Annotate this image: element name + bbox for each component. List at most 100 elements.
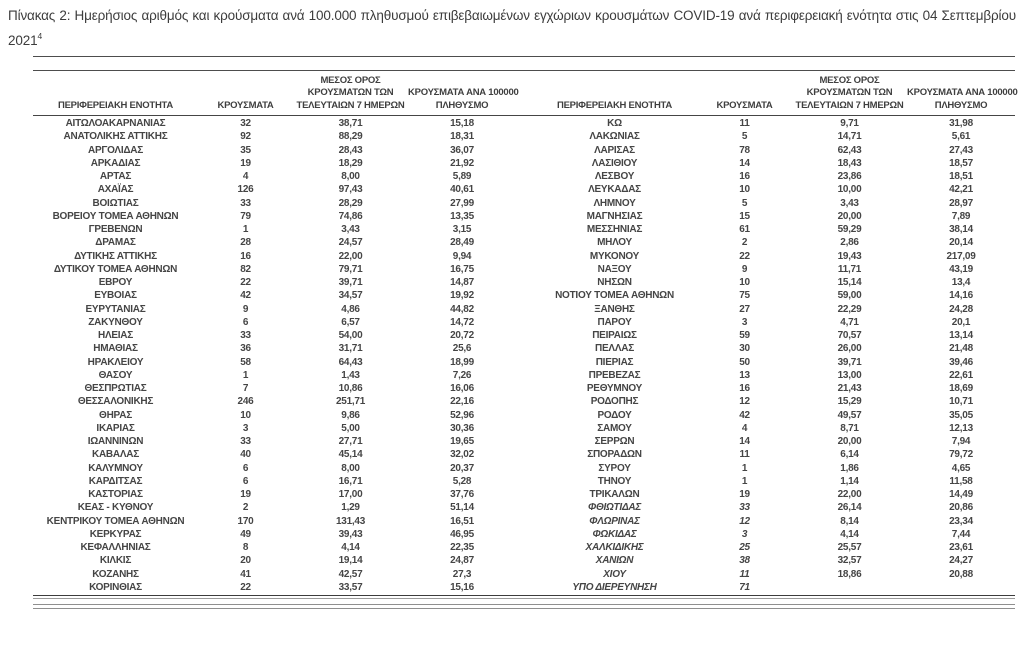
region-name-cell: ΣΑΜΟΥ — [597, 422, 632, 434]
region-name-cell: ΛΑΣΙΘΙΟΥ — [591, 157, 638, 169]
per100k-cell: 7,94 — [951, 436, 971, 447]
cases-cell: 20 — [240, 555, 251, 567]
table-row: ΑΝΑΤΟΛΙΚΗΣ ΑΤΤΙΚΗΣ 92 88,29 18,31 ΛΑΚΩΝΙΑΣ 5 1… — [33, 130, 1015, 143]
region-name-cell: ΛΕΣΒΟΥ — [594, 171, 635, 182]
table-row: ΚΕΝΤΡΙΚΟΥ ΤΟΜΕΑ ΑΘΗΝΩΝ 170 131,43 16,51 ΦΛΩΡ… — [33, 515, 1015, 528]
column-gap — [516, 289, 532, 302]
region-name-cell: ΑΧΑΪΑΣ — [97, 184, 134, 196]
table-row: ΚΕΦΑΛΛΗΝΙΑΣ 8 4,14 22,35 ΧΑΛΚΙΔΙΚΗΣ 25 25,57 23… — [33, 541, 1015, 554]
region-name-cell: ΜΑΓΝΗΣΙΑΣ — [586, 210, 643, 222]
column-gap — [516, 303, 532, 316]
table-row: ΚΑΛΥΜΝΟΥ 6 8,00 20,37 ΣΥΡΟΥ 1 1,86 4,65 — [33, 462, 1015, 475]
per100k-cell: 27,3 — [452, 568, 472, 580]
header-line: ΤΕΛΕΥΤΑΙΩΝ 7 ΗΜΕΡΩΝ — [296, 100, 405, 112]
cases-cell: 33 — [240, 330, 251, 341]
cases-cell: 11 — [739, 449, 750, 461]
per100k-cell: 27,99 — [450, 197, 474, 209]
region-name-cell: ΝΗΣΩΝ — [597, 277, 632, 288]
per100k-cell: 32,02 — [450, 449, 474, 461]
table-row: ΕΒΡΟΥ 22 39,71 14,87 ΝΗΣΩΝ 10 15,14 13,4 — [33, 276, 1015, 289]
cases-cell: 126 — [237, 184, 254, 196]
table-row: ΘΗΡΑΣ 10 9,86 52,96 ΡΟΔΟΥ 42 49,57 35,05 — [33, 409, 1015, 422]
per100k-cell: 24,87 — [450, 555, 474, 567]
region-name-cell: ΡΟΔΟΠΗΣ — [590, 396, 639, 408]
cases-cell: 19 — [240, 157, 251, 169]
header-line: ΚΡΟΥΣΜΑΤΩΝ ΤΩΝ — [806, 87, 893, 99]
avg7-cell: 28,29 — [338, 197, 363, 209]
column-gap — [516, 276, 532, 289]
avg7-cell: 14,71 — [837, 131, 862, 143]
avg7-cell: 25,57 — [837, 542, 862, 553]
avg7-cell: 10,00 — [837, 184, 862, 196]
avg7-cell: 3,43 — [341, 224, 360, 235]
region-name-cell: ΙΩΑΝΝΙΝΩΝ — [87, 436, 144, 447]
column-header-per100k-right: ΚΡΟΥΣΜΑΤΑ ΑΝΑ 100000 ΠΛΗΘΥΣΜΟ — [907, 87, 1018, 113]
covid-region-table: ΠΕΡΙΦΕΡΕΙΑΚΗ ΕΝΟΤΗΤΑ ΚΡΟΥΣΜΑΤΑ ΜΕΣΟΣ ΟΡΟ… — [33, 70, 1018, 599]
closing-double-rule — [33, 604, 1015, 609]
avg7-cell: 19,43 — [837, 250, 862, 262]
cases-cell: 58 — [240, 356, 251, 368]
cases-cell: 22 — [739, 250, 750, 262]
region-name-cell: ΑΙΤΩΛΟΑΚΑΡΝΑΝΙΑΣ — [65, 118, 166, 129]
cases-cell: 75 — [739, 290, 750, 302]
per100k-cell: 22,35 — [450, 542, 474, 553]
per100k-cell: 27,43 — [949, 144, 973, 156]
avg7-cell: 62,43 — [837, 144, 862, 156]
cases-cell: 10 — [240, 409, 251, 421]
avg7-cell: 59,29 — [837, 224, 862, 235]
per100k-cell: 20,37 — [450, 462, 474, 474]
cases-cell: 33 — [739, 502, 750, 514]
per100k-cell: 28,49 — [450, 237, 474, 249]
region-name-cell: ΜΕΣΣΗΝΙΑΣ — [586, 224, 643, 235]
avg7-cell: 45,14 — [338, 449, 363, 461]
cases-cell: 22 — [240, 581, 251, 593]
region-name-cell: ΚΟΡΙΝΘΙΑΣ — [89, 581, 142, 593]
avg7-cell: 18,86 — [837, 568, 862, 580]
avg7-cell: 4,14 — [840, 528, 859, 540]
cases-cell: 32 — [240, 118, 251, 129]
table-row: ΗΡΑΚΛΕΙΟΥ 58 64,43 18,99 ΠΙΕΡΙΑΣ 50 39,71 39,46 — [33, 356, 1015, 369]
per100k-cell: 5,61 — [951, 131, 971, 143]
avg7-cell: 1,43 — [341, 369, 360, 381]
per100k-cell: 13,4 — [951, 277, 971, 288]
per100k-cell: 4,65 — [951, 462, 971, 474]
cases-cell: 10 — [739, 184, 750, 196]
table-row: ΒΟΡΕΙΟΥ ΤΟΜΕΑ ΑΘΗΝΩΝ 79 74,86 13,35 ΜΑΓΝΗΣΙΑ… — [33, 210, 1015, 223]
column-gap — [516, 130, 532, 143]
table-row: ΕΥΒΟΙΑΣ 42 34,57 19,92 ΝΟΤΙΟΥ ΤΟΜΕΑ ΑΘΗΝΩΝ 75… — [33, 289, 1015, 302]
cases-cell: 1 — [242, 369, 249, 381]
per100k-cell: 14,72 — [450, 316, 474, 328]
region-name-cell: ΛΕΥΚΑΔΑΣ — [588, 184, 641, 196]
per100k-cell: 9,94 — [452, 250, 472, 262]
per100k-cell: 22,61 — [949, 369, 973, 381]
per100k-cell — [907, 581, 1015, 594]
cases-cell: 59 — [739, 330, 750, 341]
column-gap — [516, 170, 532, 183]
column-gap — [516, 409, 532, 422]
cases-cell: 27 — [739, 303, 750, 315]
cases-cell: 15 — [739, 210, 750, 222]
region-name-cell: ΣΥΡΟΥ — [598, 462, 631, 474]
region-name-cell: ΦΛΩΡΙΝΑΣ — [589, 515, 640, 527]
column-gap — [516, 117, 532, 130]
column-gap — [516, 422, 532, 435]
per100k-cell: 52,96 — [450, 409, 474, 421]
column-gap — [516, 515, 532, 528]
region-name-cell: ΚΑΒΑΛΑΣ — [91, 449, 140, 461]
region-name-cell: ΚΕΝΤΡΙΚΟΥ ΤΟΜΕΑ ΑΘΗΝΩΝ — [46, 515, 185, 527]
per100k-cell: 20,88 — [949, 568, 973, 580]
cases-cell: 13 — [739, 369, 750, 381]
avg7-cell: 6,14 — [840, 449, 859, 461]
avg7-cell: 23,86 — [837, 171, 862, 182]
per100k-cell: 7,44 — [951, 528, 971, 540]
per100k-cell: 20,86 — [949, 502, 973, 514]
per100k-cell: 38,14 — [949, 224, 973, 235]
column-gap — [516, 250, 532, 263]
region-name-cell: ΠΑΡΟΥ — [597, 316, 632, 328]
table-row: ΒΟΙΩΤΙΑΣ 33 28,29 27,99 ΛΗΜΝΟΥ 5 3,43 28,97 — [33, 197, 1015, 210]
cases-cell: 82 — [240, 263, 251, 275]
per100k-cell: 79,72 — [949, 449, 973, 461]
header-line: ΚΡΟΥΣΜΑΤΑ ΑΝΑ 100000 — [408, 87, 519, 99]
cases-cell: 12 — [739, 396, 750, 408]
